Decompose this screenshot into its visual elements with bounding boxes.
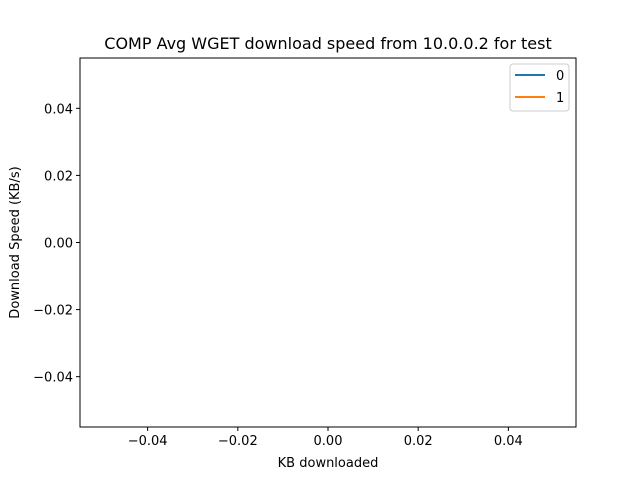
x-axis-label: KB downloaded — [278, 456, 379, 471]
y-tick-label: 0.00 — [44, 237, 73, 252]
legend-label-series-0: 0 — [556, 69, 564, 84]
y-axis-ticks: −0.04 −0.02 0.00 0.02 0.04 — [33, 102, 80, 386]
y-tick-label: 0.04 — [44, 102, 73, 117]
plot-area — [79, 57, 577, 428]
x-tick-label: 0.02 — [404, 434, 433, 449]
x-tick-label: 0.00 — [314, 434, 343, 449]
y-tick-label: −0.02 — [33, 304, 73, 319]
x-tick-label: −0.04 — [128, 434, 168, 449]
legend: 0 1 — [509, 63, 570, 112]
x-axis-ticks: −0.04 −0.02 0.00 0.02 0.04 — [128, 427, 523, 449]
chart-title: COMP Avg WGET download speed from 10.0.0… — [104, 34, 551, 53]
y-tick-label: 0.02 — [44, 169, 73, 184]
x-tick-label: 0.04 — [494, 434, 523, 449]
x-tick-label: −0.02 — [218, 434, 258, 449]
legend-label-series-1: 1 — [556, 91, 564, 106]
y-axis-label: Download Speed (KB/s) — [8, 166, 23, 318]
y-tick-label: −0.04 — [33, 371, 73, 386]
